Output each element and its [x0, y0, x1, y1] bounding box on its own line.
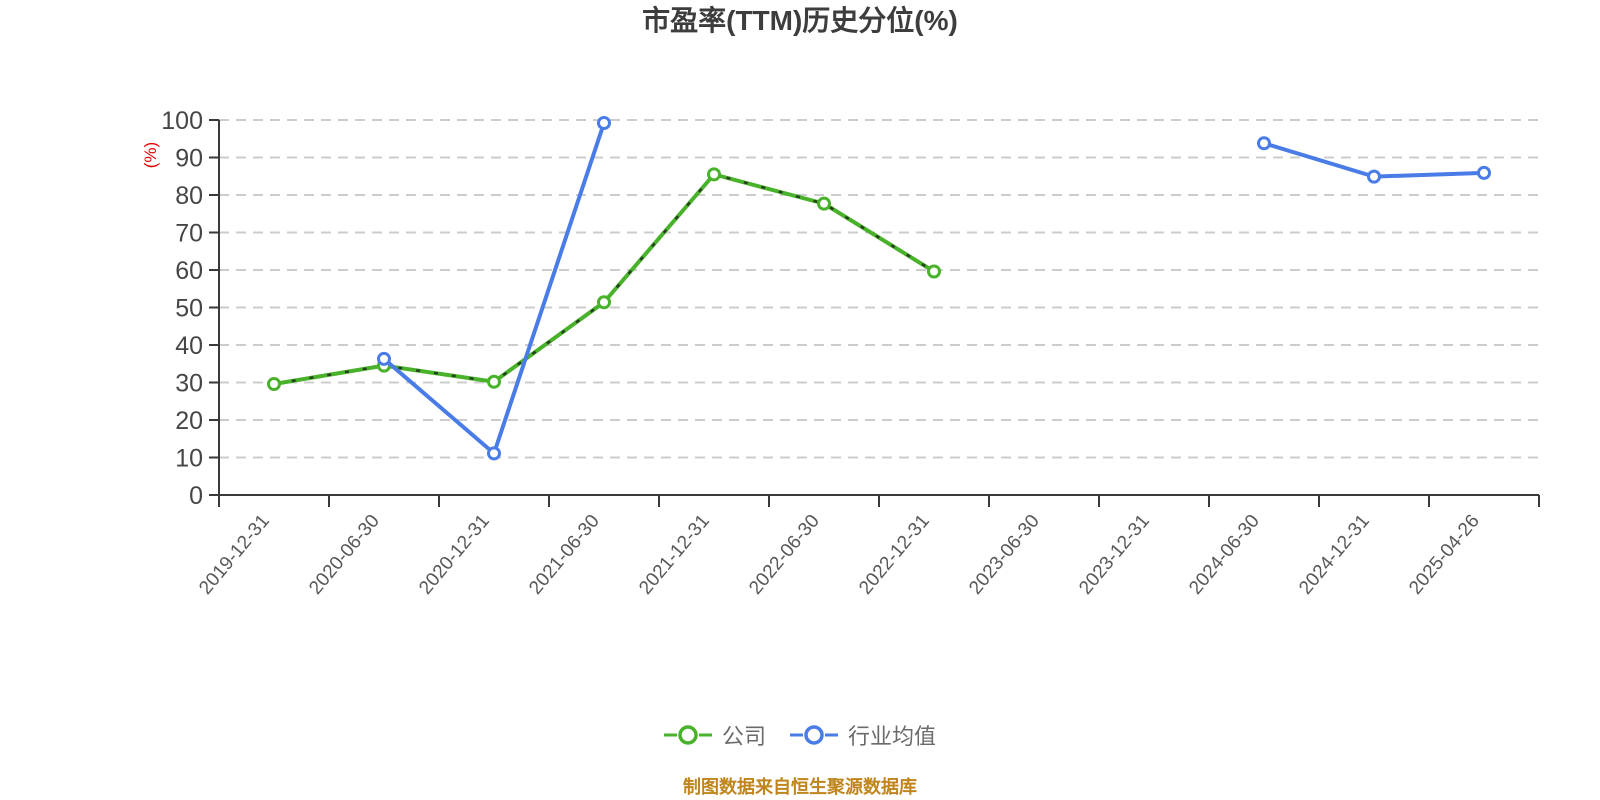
y-axis-label: 10: [175, 445, 203, 473]
y-axis-label: 50: [175, 295, 203, 323]
company-data-point: [707, 167, 721, 182]
industry-average-line: [382, 121, 606, 456]
company-line: [272, 172, 936, 386]
y-axis-label: 20: [175, 407, 203, 435]
y-axis-label: 40: [175, 332, 203, 360]
x-axis-label: 2020-06-30: [305, 511, 384, 599]
company-data-point: [927, 264, 941, 279]
y-axis-label: 90: [175, 145, 203, 173]
x-axis-label: 2019-12-31: [195, 511, 274, 599]
chart-legend: 公司 行业均值: [0, 718, 1600, 752]
y-axis-label: 80: [175, 182, 203, 210]
industry-average-data-point: [597, 116, 611, 130]
industry-average-line-marker-icon: [790, 725, 838, 745]
legend-label-company: 公司: [721, 724, 766, 749]
y-axis-label: 100: [161, 107, 203, 135]
legend-item-company[interactable]: 公司: [663, 719, 766, 751]
x-axis-label: 2021-06-30: [525, 511, 604, 599]
legend-item-industry-average[interactable]: 行业均值: [790, 719, 936, 751]
chart-title: 市盈率(TTM)历史分位(%): [642, 5, 958, 36]
y-axis-label: 60: [175, 257, 203, 285]
company-data-point: [817, 196, 831, 211]
industry-average-data-point: [1367, 169, 1381, 184]
legend-label-industry-average: 行业均值: [848, 724, 937, 749]
company-data-point: [597, 295, 611, 310]
y-axis-label: 70: [175, 220, 203, 248]
industry-average-data-point: [377, 351, 391, 366]
x-axis-label: 2023-12-31: [1075, 511, 1154, 599]
company-data-point: [267, 377, 281, 391]
company-line-marker-icon: [663, 725, 712, 745]
x-axis-label: 2024-06-30: [1185, 511, 1264, 599]
x-axis-label: 2020-12-31: [415, 511, 494, 599]
company-data-point: [487, 374, 501, 389]
y-axis-label: 30: [175, 370, 203, 398]
x-axis-label: 2024-12-31: [1295, 511, 1374, 599]
industry-average-data-point: [1257, 136, 1271, 151]
x-axis-label: 2025-04-26: [1405, 511, 1484, 599]
x-axis-label: 2023-06-30: [965, 511, 1044, 599]
y-axis-label: 0: [189, 482, 203, 510]
industry-average-data-point: [1477, 165, 1491, 180]
industry-average-data-point: [487, 446, 501, 461]
x-axis-label: 2022-06-30: [745, 511, 824, 599]
y-axis-unit-label: (%): [141, 142, 160, 168]
x-axis-label: 2022-12-31: [855, 511, 934, 599]
company-line-dash-overlay: [273, 172, 935, 386]
data-source-note: 制图数据来自恒生聚源数据库: [683, 777, 917, 797]
x-axis-label: 2021-12-31: [635, 511, 714, 599]
